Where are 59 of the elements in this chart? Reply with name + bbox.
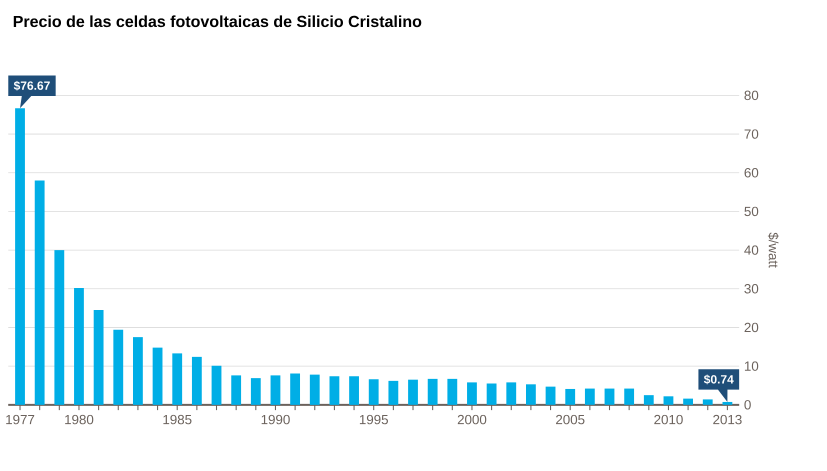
x-tick-label: 1990 xyxy=(262,414,290,424)
y-tick-label: 80 xyxy=(744,90,758,100)
x-tick-label: 1995 xyxy=(360,414,388,424)
data-label: $0.74 xyxy=(704,374,734,384)
bar xyxy=(644,395,654,405)
bar xyxy=(192,356,202,405)
bar xyxy=(133,337,143,405)
bar xyxy=(34,180,45,405)
bar xyxy=(310,374,320,405)
bar xyxy=(172,353,182,405)
bar xyxy=(212,366,222,405)
bar xyxy=(408,380,418,405)
bar xyxy=(683,398,694,405)
bar xyxy=(702,399,713,405)
bar xyxy=(231,376,242,405)
x-tick-label: 2013 xyxy=(713,414,742,424)
bar xyxy=(250,378,261,405)
bar xyxy=(368,379,379,405)
x-tick-label: 2010 xyxy=(654,414,683,424)
y-tick-label: 10 xyxy=(744,361,758,371)
bar xyxy=(664,396,674,405)
bar xyxy=(428,378,438,405)
bar xyxy=(467,382,477,405)
y-tick-label: 0 xyxy=(744,400,751,410)
x-tick-label: 1980 xyxy=(65,414,94,424)
bar xyxy=(349,376,359,405)
y-tick-label: 70 xyxy=(744,129,758,139)
bar xyxy=(447,378,458,405)
data-label: $76.67 xyxy=(14,80,50,91)
y-tick-label: 60 xyxy=(744,168,758,178)
chart-title: Precio de las celdas fotovoltaicas de Silicio Cristalino xyxy=(14,15,422,28)
y-tick-label: 50 xyxy=(744,206,758,216)
bar xyxy=(113,330,124,405)
bar xyxy=(290,374,300,405)
bar xyxy=(486,384,497,405)
x-tick-label: 2000 xyxy=(458,414,486,424)
bar xyxy=(584,388,595,405)
bar xyxy=(526,384,536,405)
bar xyxy=(152,348,162,405)
x-tick-label: 1977 xyxy=(6,414,34,424)
bar xyxy=(94,310,104,405)
bar xyxy=(270,376,280,405)
bar xyxy=(722,402,732,405)
bar xyxy=(74,288,84,405)
bar xyxy=(54,250,64,405)
bar xyxy=(565,389,576,405)
bar xyxy=(388,380,398,405)
bar xyxy=(330,376,340,405)
y-tick-label: 20 xyxy=(744,322,758,332)
bar xyxy=(624,388,634,405)
bar xyxy=(546,386,556,405)
y-tick-label: 30 xyxy=(744,284,758,294)
x-tick-label: 1985 xyxy=(163,414,192,424)
y-tick-label: 40 xyxy=(744,245,758,255)
bar xyxy=(604,388,614,405)
x-tick-label: 2005 xyxy=(556,414,584,424)
bar xyxy=(506,382,516,405)
bar xyxy=(15,108,25,405)
y-axis-title: $/watt xyxy=(768,232,779,268)
